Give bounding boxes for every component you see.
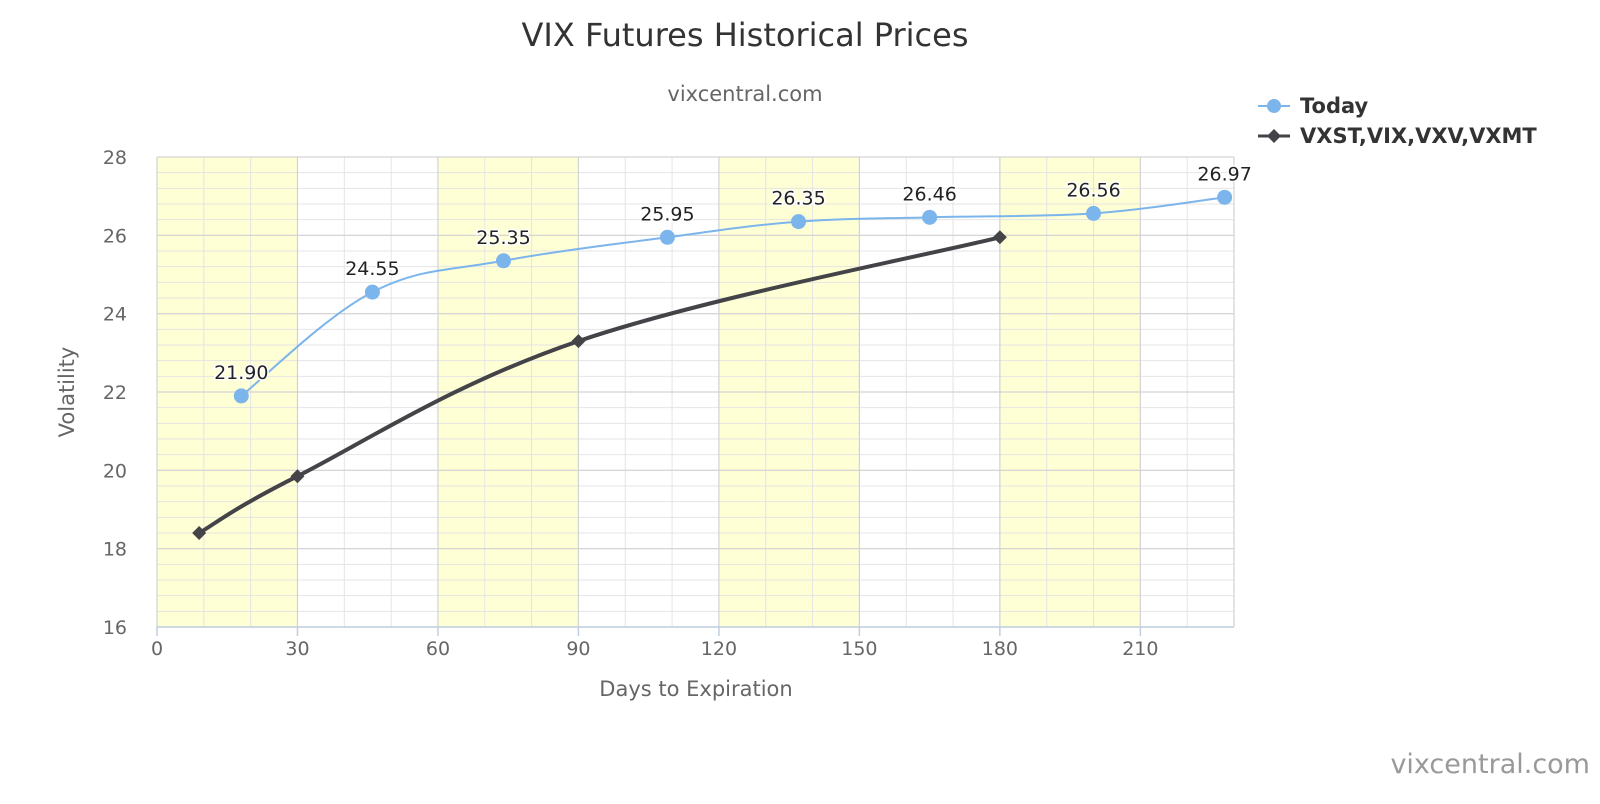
data-label-today: 26.46 — [902, 183, 956, 205]
data-label-today: 26.35 — [771, 188, 825, 210]
data-label-today: 21.90 — [214, 362, 268, 384]
x-tick-label: 120 — [701, 638, 737, 660]
y-tick-label: 26 — [103, 225, 127, 247]
data-labels: 21.90 24.55 25.35 25.95 26.35 26.46 26.56 26.97 — [213, 162, 1254, 386]
data-point-today — [1217, 189, 1233, 205]
y-tick-label: 16 — [103, 617, 127, 639]
data-point-today — [1086, 205, 1102, 221]
data-point-today — [364, 284, 380, 300]
legend: Today VXST,VIX,VXV,VXMT — [1258, 94, 1537, 148]
chart-title: VIX Futures Historical Prices — [522, 16, 969, 54]
series-line-term-structure — [197, 235, 1002, 535]
y-tick-label: 24 — [103, 304, 127, 326]
data-point-today — [659, 229, 675, 245]
x-tick-label: 180 — [982, 638, 1018, 660]
data-label-today: 26.97 — [1197, 163, 1251, 185]
data-point-today — [496, 253, 512, 269]
x-tick-label: 210 — [1122, 638, 1158, 660]
data-label-today: 25.95 — [640, 203, 694, 225]
chart-subtitle: vixcentral.com — [667, 82, 822, 106]
credit-text[interactable]: vixcentral.com — [1390, 749, 1590, 780]
data-label-today: 25.35 — [476, 227, 530, 249]
y-tick-label: 22 — [103, 382, 127, 404]
y-tick-label: 28 — [103, 147, 127, 169]
legend-label-today: Today — [1300, 94, 1369, 118]
x-tick-label: 30 — [285, 638, 309, 660]
data-point-term-structure — [992, 230, 1007, 245]
axes: 0 30 60 90 120 150 180 210 16 18 20 22 24 26 28 — [103, 147, 1234, 660]
y-tick-label: 20 — [103, 460, 127, 482]
data-label-today: 24.55 — [345, 258, 399, 280]
x-tick-label: 90 — [566, 638, 590, 660]
data-point-today — [233, 388, 249, 404]
series-markers — [192, 189, 1233, 540]
legend-label-term-structure: VXST,VIX,VXV,VXMT — [1300, 124, 1537, 148]
x-tick-label: 0 — [151, 638, 163, 660]
legend-item-today[interactable]: Today — [1258, 94, 1369, 118]
data-label-today: 26.56 — [1066, 179, 1120, 201]
legend-marker-circle — [1267, 99, 1281, 113]
data-point-term-structure — [571, 334, 586, 349]
x-tick-label: 150 — [841, 638, 877, 660]
data-point-term-structure — [290, 469, 305, 484]
y-axis-title: Volatility — [55, 347, 79, 438]
series-line-today — [240, 196, 1226, 397]
data-point-today — [791, 214, 807, 230]
x-axis-title: Days to Expiration — [599, 677, 792, 701]
legend-marker-diamond — [1267, 129, 1281, 143]
x-tick-label: 60 — [426, 638, 450, 660]
legend-item-term-structure[interactable]: VXST,VIX,VXV,VXMT — [1258, 124, 1537, 148]
y-tick-label: 18 — [103, 539, 127, 561]
data-point-today — [922, 209, 938, 225]
data-point-term-structure — [192, 526, 207, 540]
series-lines — [197, 196, 1226, 535]
